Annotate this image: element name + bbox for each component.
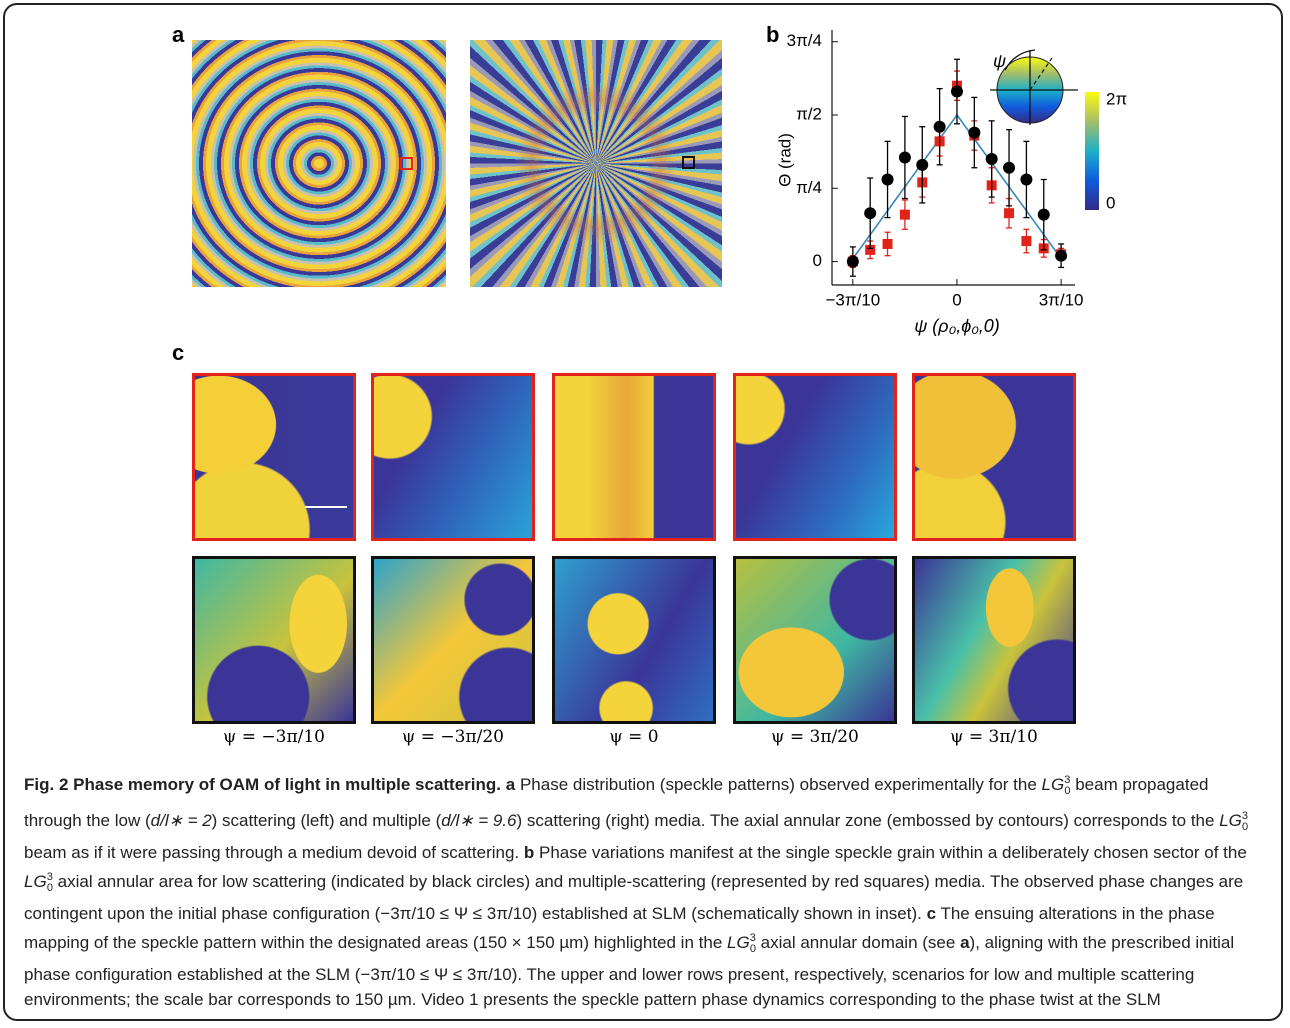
x-axis-label: ψ (ρ₀,ϕ₀,0) — [914, 316, 1000, 336]
caption-text: 0 — [1242, 821, 1249, 833]
caption-text: 3 — [46, 871, 53, 883]
data-circle — [1003, 161, 1016, 174]
colorbar-label: 0 — [1106, 193, 1115, 212]
data-circle — [1055, 249, 1068, 262]
data-circle — [968, 126, 981, 139]
scale-bar — [305, 506, 347, 508]
caption-text: LG — [1219, 811, 1242, 830]
y-tick-label: 3π/4 — [787, 31, 822, 50]
y-tick-label: 0 — [813, 251, 822, 270]
caption-text: Phase distribution (speckle patterns) ob… — [515, 775, 1042, 794]
data-circle — [881, 173, 894, 186]
data-circle — [864, 207, 877, 220]
x-tick-label: 0 — [952, 290, 961, 309]
phase-tile — [192, 373, 356, 541]
x-tick-label: −3π/10 — [825, 290, 880, 309]
selection-box — [682, 156, 695, 169]
caption-text: ) scattering (left) and multiple ( — [211, 811, 442, 830]
panel-label: c — [172, 340, 184, 365]
panel-label: a — [172, 22, 185, 47]
data-circle — [950, 85, 963, 98]
phase-tile — [912, 373, 1076, 541]
caption-text: a — [960, 933, 970, 952]
phase-tile — [371, 373, 535, 541]
caption-text: c — [926, 904, 937, 923]
data-circle — [898, 151, 911, 164]
data-circle — [1037, 208, 1050, 221]
caption-text: Fig. 2 Phase memory of OAM of light in m… — [24, 775, 502, 794]
tile-label: ψ = 0 — [609, 727, 659, 747]
data-square — [899, 209, 910, 220]
data-circle — [1020, 173, 1033, 186]
caption-text: 3 — [749, 932, 756, 944]
colorbar-label: 2π — [1106, 89, 1127, 108]
phase-tile — [552, 373, 716, 541]
caption-text: beam propagated through the low ( — [24, 775, 1209, 830]
tile-label: ψ = −3π/10 — [223, 727, 325, 747]
data-circle — [933, 120, 946, 133]
caption-text: axial annular domain (see — [755, 933, 961, 952]
caption-text: d/l∗ = 9.6 — [441, 811, 517, 830]
selection-box — [400, 157, 413, 170]
data-square — [865, 244, 876, 255]
figure-frame — [3, 3, 1283, 1021]
phase-tile — [912, 556, 1076, 724]
x-tick-label: 3π/10 — [1039, 290, 1084, 309]
tile-label: ψ = 3π/10 — [950, 727, 1038, 747]
caption-text: LG — [1041, 775, 1065, 794]
y-tick-label: π/4 — [796, 178, 822, 197]
caption-text: ), aligning with the prescribed initial … — [24, 933, 1235, 1009]
caption-text: Phase variations manifest at the single … — [534, 843, 1247, 862]
y-axis-label: Θ (rad) — [775, 133, 794, 187]
tile-label: ψ = 3π/20 — [771, 727, 859, 747]
caption-text: ) scattering (right) media. The axial an… — [516, 811, 1220, 830]
caption-text: 3 — [1241, 810, 1248, 822]
data-square — [1021, 236, 1032, 247]
figure-panels: a b c ψ 2π 0 ψ (ρ₀,ϕ₀,0) Θ (rad) 0 π/4 π/2… — [172, 22, 1127, 365]
data-square — [1004, 208, 1015, 219]
caption-text: LG — [24, 872, 47, 891]
caption-text: a — [505, 775, 516, 794]
caption-text: b — [523, 843, 535, 862]
caption-text: 3 — [1064, 774, 1071, 786]
figure-caption: Fig. 2 Phase memory of OAM of light in m… — [24, 768, 1269, 1012]
inset-arrow — [1004, 49, 1036, 71]
inset-label: ψ — [993, 51, 1006, 71]
phase-tile — [733, 373, 897, 541]
caption-text: The ensuing alterations in the phase map… — [24, 904, 1215, 952]
caption-text: 0 — [1064, 785, 1071, 797]
caption-text: 0 — [46, 882, 53, 894]
data-circle — [916, 158, 929, 171]
data-circle — [985, 152, 998, 165]
phase-tile — [552, 556, 716, 724]
data-square — [882, 238, 893, 249]
colorbar — [1085, 92, 1099, 210]
caption-text: d/l∗ = 2 — [150, 811, 212, 830]
phase-tile — [371, 556, 535, 724]
panel-label: b — [766, 22, 779, 47]
caption-text: LG — [727, 933, 750, 952]
caption-text: 0 — [749, 943, 756, 955]
phase-image-low — [192, 40, 446, 287]
caption-text: beam as if it were passing through a med… — [24, 843, 524, 862]
phase-image-multiple — [470, 40, 722, 287]
data-circle — [846, 255, 859, 268]
tile-label: ψ = −3π/20 — [402, 727, 504, 747]
caption-text: axial annular area for low scattering (i… — [24, 872, 1244, 923]
phase-tile — [733, 556, 897, 724]
y-tick-label: π/2 — [796, 104, 822, 123]
phase-tile — [192, 556, 356, 724]
